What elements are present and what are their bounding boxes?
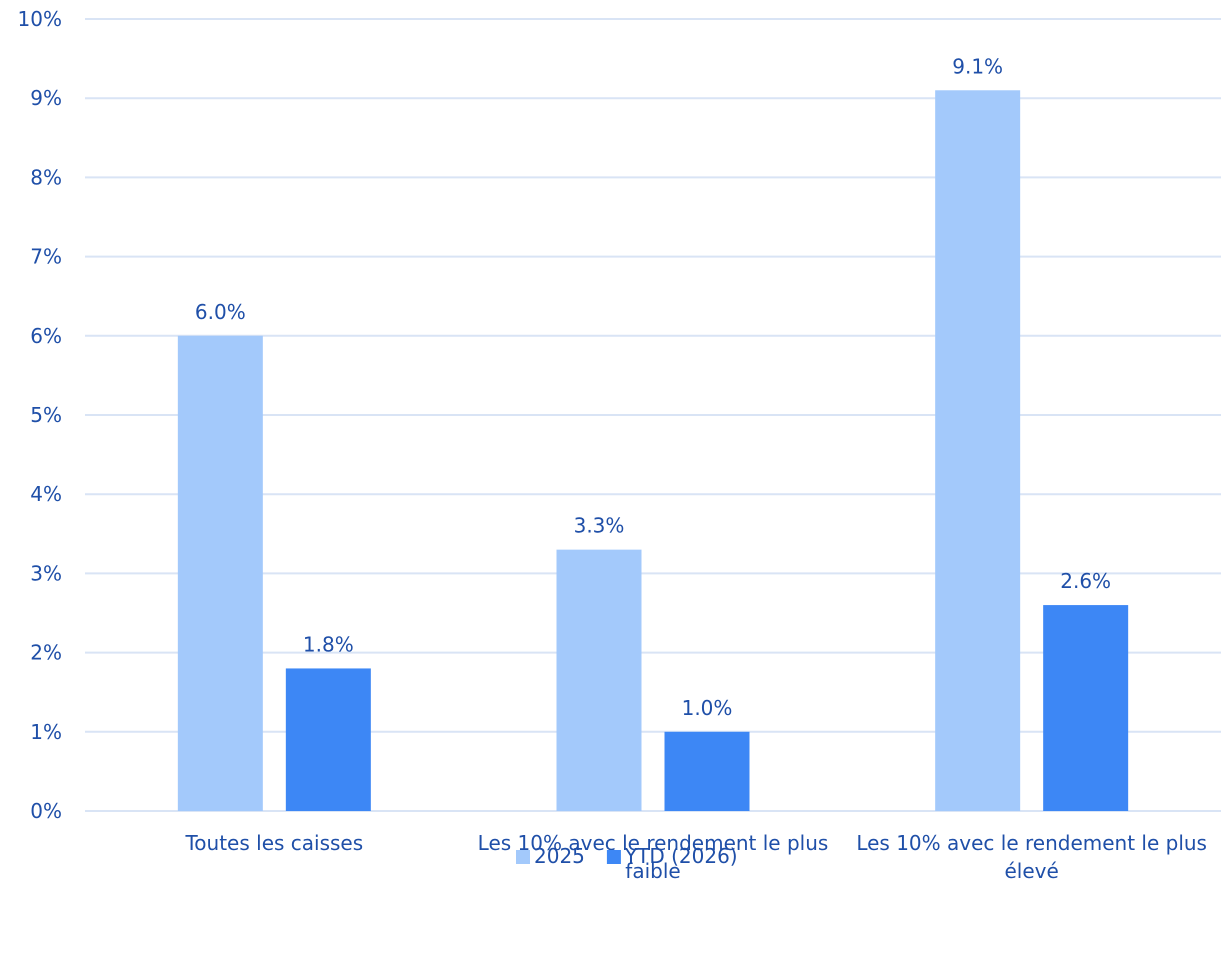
x-category-label: Toutes les caisses	[184, 831, 363, 855]
bar-ytd-2026-1	[664, 731, 750, 811]
legend: 2025 YTD (2026)	[516, 844, 738, 868]
x-category-label: élevé	[1005, 859, 1059, 883]
y-tick-label: 3%	[30, 561, 62, 585]
legend-label: YTD (2026)	[624, 844, 738, 868]
data-label: 9.1%	[952, 54, 1003, 78]
y-tick-label: 5%	[30, 403, 62, 427]
x-axis-categories: Toutes les caisses Les 10% avec le rendem…	[184, 831, 1206, 883]
data-label: 1.0%	[682, 696, 733, 720]
data-label: 6.0%	[195, 300, 246, 324]
x-category-label: Les 10% avec le rendement le plus	[856, 831, 1207, 855]
bar-ytd-2026-2	[1043, 605, 1129, 811]
data-labels: 6.0% 1.8% 3.3% 1.0% 9.1% 2.6%	[195, 54, 1111, 720]
bar-2025-1	[556, 549, 642, 811]
y-axis-ticks: 0% 1% 2% 3% 4% 5% 6% 7% 8% 9% 10%	[18, 7, 62, 823]
x-category-label: Les 10% avec le rendement le plus	[478, 831, 829, 855]
y-tick-label: 10%	[18, 7, 62, 31]
y-tick-label: 1%	[30, 720, 62, 744]
bars	[177, 90, 1129, 811]
bar-ytd-2026-0	[285, 668, 371, 811]
bar-2025-0	[177, 335, 263, 811]
y-tick-label: 0%	[30, 799, 62, 823]
data-label: 3.3%	[574, 514, 625, 538]
y-tick-label: 8%	[30, 165, 62, 189]
y-tick-label: 7%	[30, 245, 62, 269]
data-label: 1.8%	[303, 632, 354, 656]
legend-swatch	[606, 850, 621, 864]
legend-label: 2025	[534, 844, 585, 868]
y-tick-label: 6%	[30, 324, 62, 348]
y-tick-label: 9%	[30, 86, 62, 110]
gridlines	[85, 18, 1221, 812]
y-tick-label: 2%	[30, 641, 62, 665]
x-category-label: faible	[625, 859, 680, 883]
data-label: 2.6%	[1060, 569, 1111, 593]
y-tick-label: 4%	[30, 482, 62, 506]
legend-swatch	[516, 850, 530, 864]
bar-2025-2	[935, 90, 1021, 811]
